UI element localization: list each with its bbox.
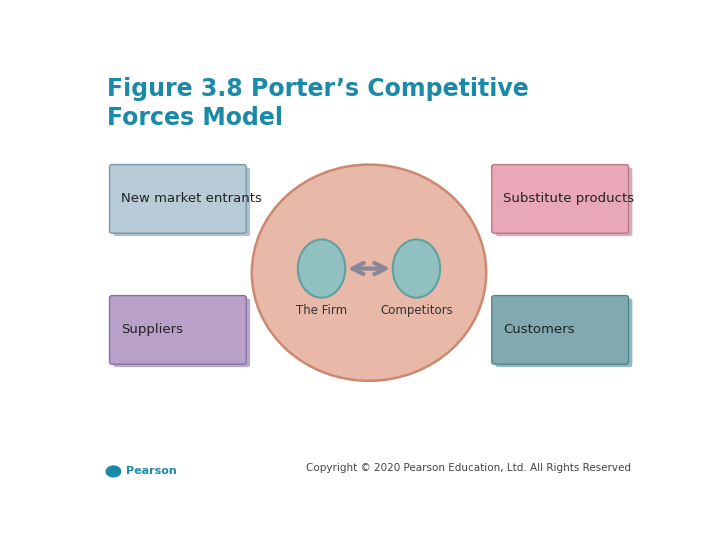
FancyArrowPatch shape <box>353 263 385 274</box>
Circle shape <box>106 466 121 477</box>
Text: Figure 3.8 Porter’s Competitive
Forces Model: Figure 3.8 Porter’s Competitive Forces M… <box>107 77 528 130</box>
FancyBboxPatch shape <box>109 165 246 233</box>
FancyBboxPatch shape <box>109 295 246 364</box>
Ellipse shape <box>252 165 486 381</box>
Ellipse shape <box>392 239 440 298</box>
Text: Pearson: Pearson <box>126 467 177 476</box>
FancyBboxPatch shape <box>492 165 629 233</box>
Text: New market entrants: New market entrants <box>121 192 261 205</box>
Text: Copyright © 2020 Pearson Education, Ltd. All Rights Reserved: Copyright © 2020 Pearson Education, Ltd.… <box>306 463 631 473</box>
FancyBboxPatch shape <box>492 295 629 364</box>
Text: The Firm: The Firm <box>296 304 347 317</box>
Text: Suppliers: Suppliers <box>121 323 183 336</box>
FancyBboxPatch shape <box>114 167 250 236</box>
Text: Substitute products: Substitute products <box>503 192 634 205</box>
Ellipse shape <box>298 239 346 298</box>
FancyBboxPatch shape <box>495 167 632 236</box>
Text: Customers: Customers <box>503 323 575 336</box>
Text: Competitors: Competitors <box>380 304 453 317</box>
FancyBboxPatch shape <box>114 299 250 367</box>
FancyBboxPatch shape <box>495 299 632 367</box>
